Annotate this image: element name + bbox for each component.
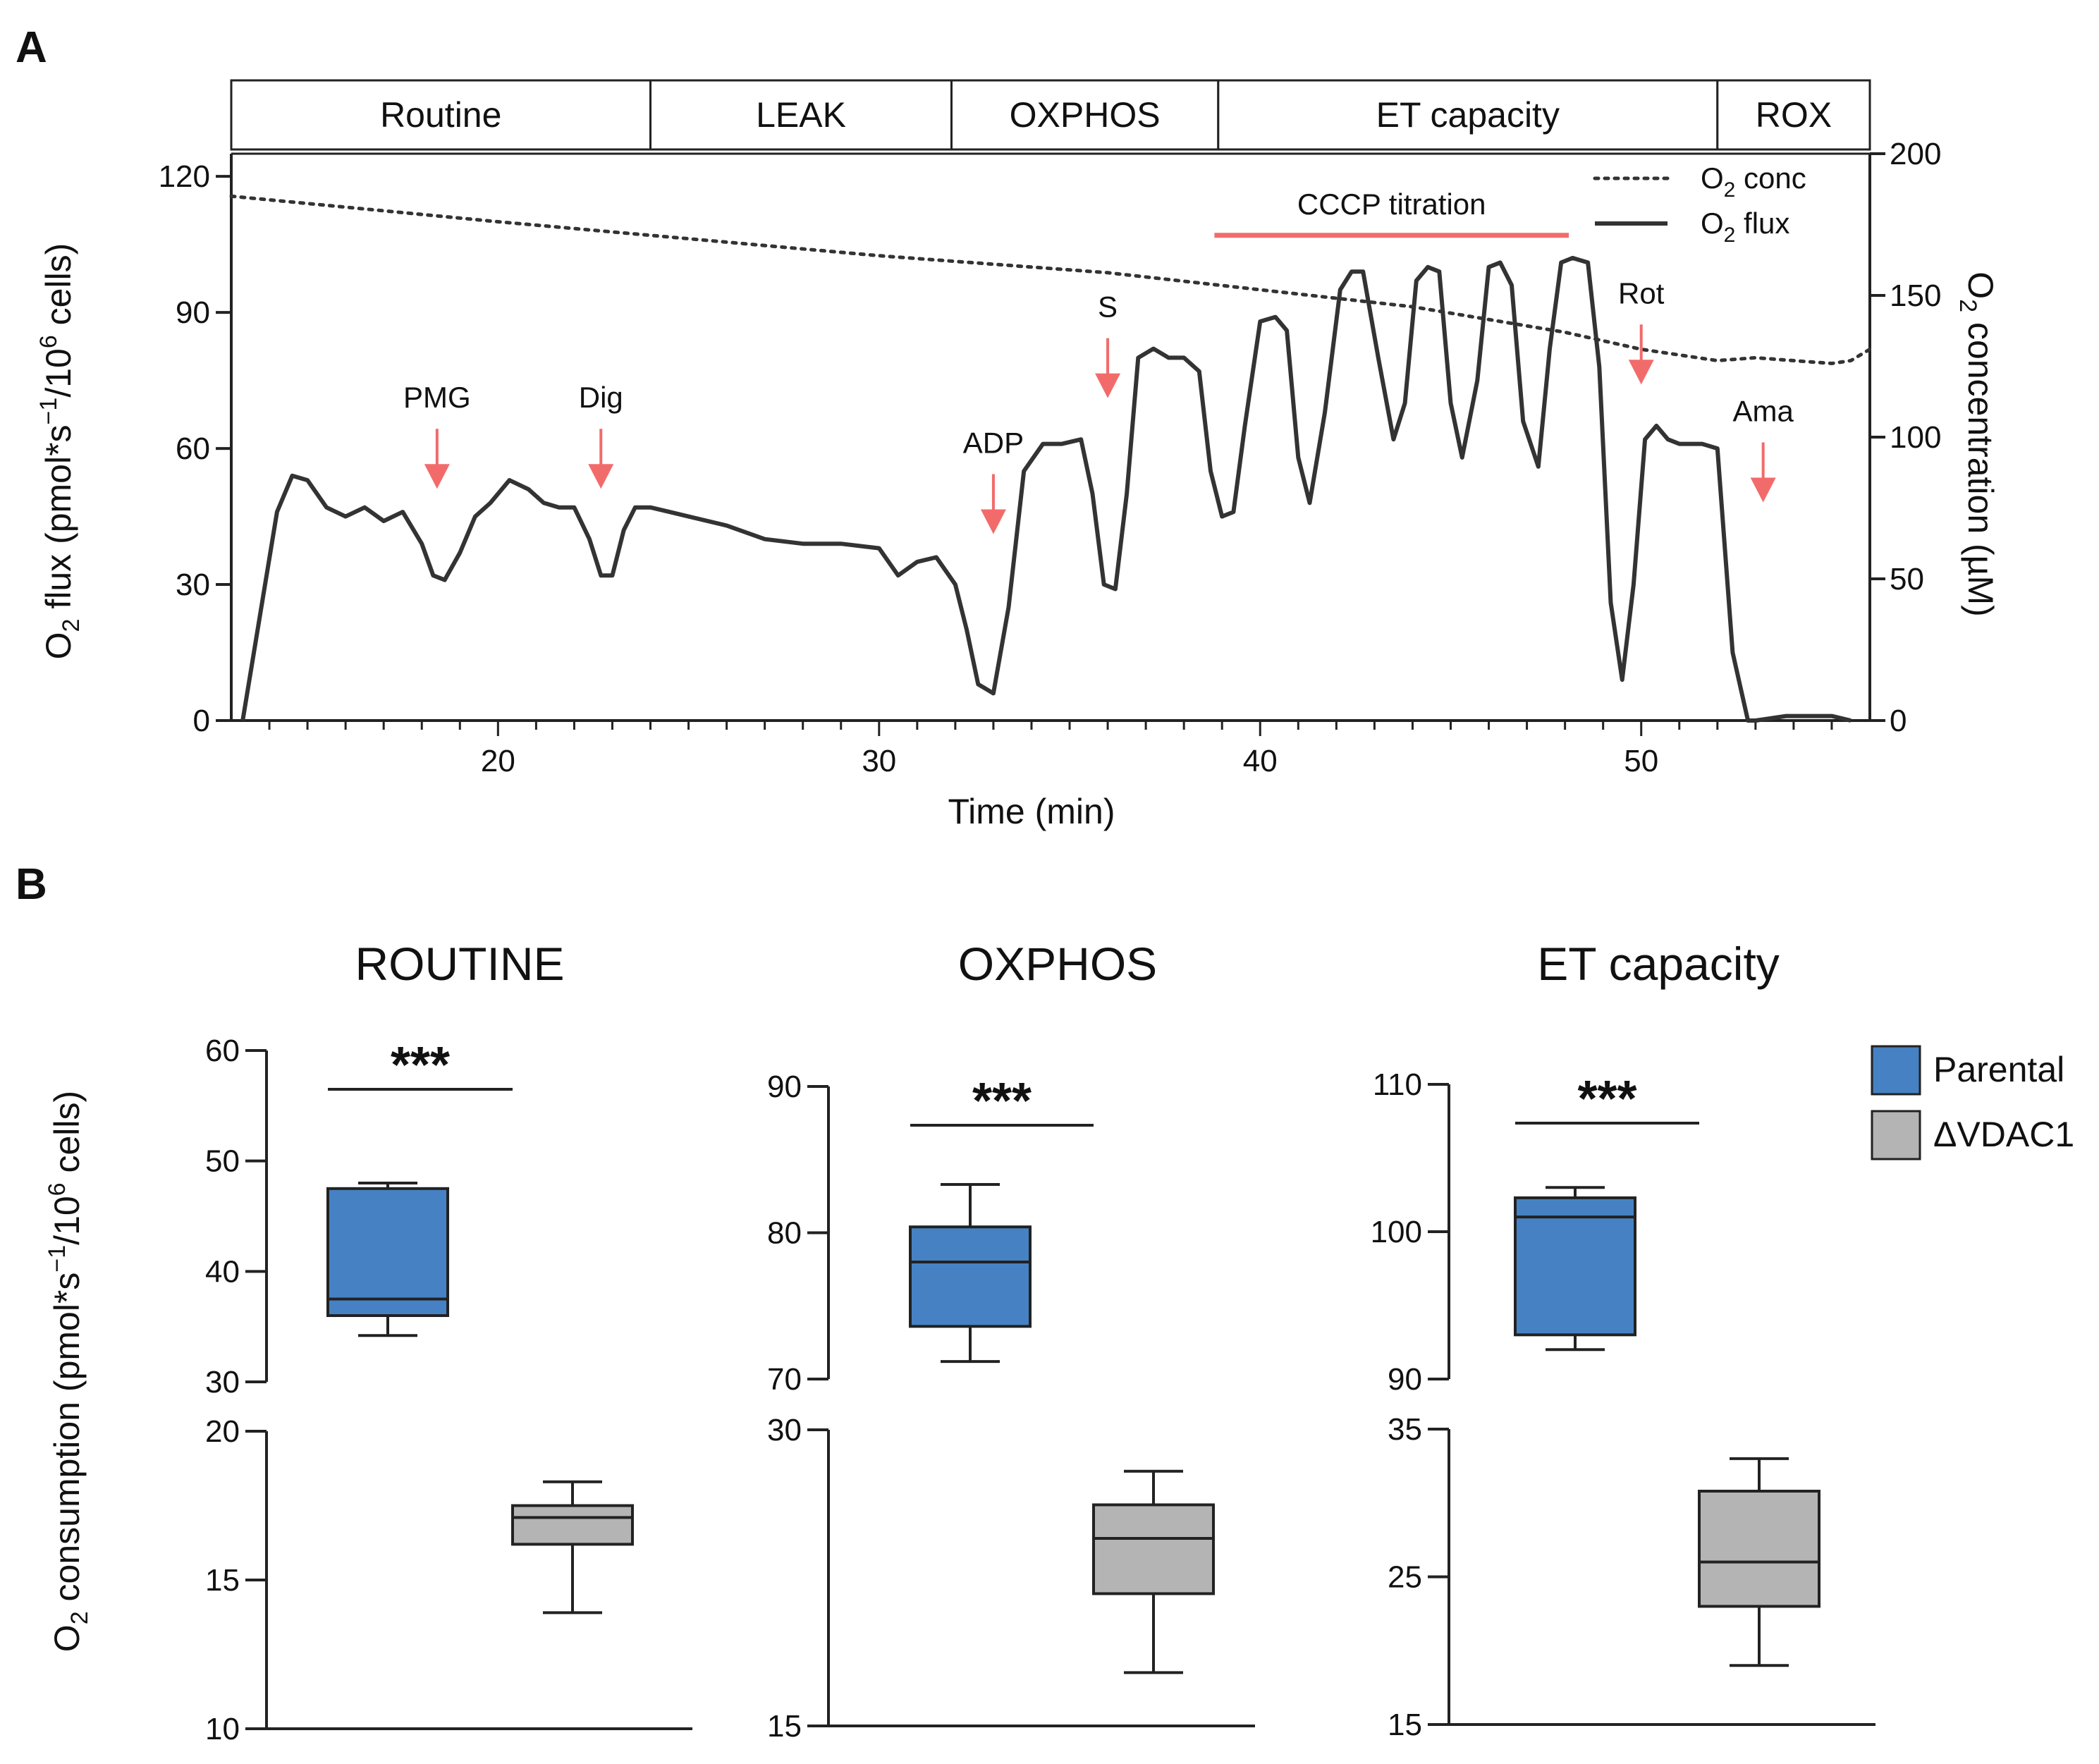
box-plot-title-1: OXPHOS bbox=[958, 938, 1157, 990]
top-tick-label-2-2: 110 bbox=[1373, 1067, 1422, 1102]
x-tick-label-50: 50 bbox=[1624, 744, 1658, 778]
legend-label-1: O2 flux bbox=[1701, 207, 1789, 247]
panel-b-label: B bbox=[16, 860, 47, 909]
y-tick-label-0: 0 bbox=[193, 704, 210, 738]
phase-label-0: Routine bbox=[380, 95, 501, 135]
injection-label-1: Dig bbox=[579, 381, 623, 414]
cccp-titration-label: CCCP titration bbox=[1297, 188, 1486, 221]
box-1-1 bbox=[1092, 1503, 1215, 1595]
injection-label-0: PMG bbox=[403, 381, 471, 414]
legend-label-o-0: O bbox=[1701, 161, 1724, 195]
injection-arrow-head-2 bbox=[980, 509, 1006, 534]
significance-stars-1: *** bbox=[972, 1073, 1032, 1129]
x-tick-label-30: 30 bbox=[862, 744, 896, 778]
phase-box-4 bbox=[1716, 79, 1871, 151]
top-tick-label-0-3: 60 bbox=[205, 1034, 240, 1068]
y-tick-label-120: 120 bbox=[159, 159, 210, 194]
top-tick-label-0-2: 50 bbox=[205, 1144, 240, 1179]
panel-a-label: A bbox=[16, 23, 47, 72]
bottom-tick-label-0-0: 10 bbox=[205, 1712, 240, 1746]
top-tick-label-2-0: 90 bbox=[1388, 1362, 1422, 1397]
x-tick-label-40: 40 bbox=[1243, 744, 1278, 778]
injection-arrow-head-3 bbox=[1095, 373, 1121, 398]
phase-box-0 bbox=[230, 79, 652, 151]
top-tick-label-2-1: 100 bbox=[1371, 1215, 1422, 1249]
x-tick-label-20: 20 bbox=[481, 744, 515, 778]
panel-b-plots: ROUTINE 30 40 50 60 10 15 20 *** OXPHOS 70 80 90 15 30… bbox=[205, 938, 1875, 1746]
legend-label-rest-1: flux bbox=[1735, 207, 1789, 240]
bottom-tick-label-1-1: 30 bbox=[767, 1413, 802, 1447]
y2-tick-label-0: 0 bbox=[1890, 704, 1907, 738]
y2-tick-label-150: 150 bbox=[1890, 278, 1941, 313]
legend-label-0: O2 conc bbox=[1701, 161, 1806, 202]
y-tick-label-60: 60 bbox=[176, 431, 210, 466]
box-0-1 bbox=[511, 1504, 634, 1546]
injection-arrow-head-1 bbox=[588, 464, 614, 489]
injection-label-4: Rot bbox=[1618, 276, 1665, 310]
panel-b-y-axis-title: O2 consumption (pmol*s−1/106 cells) bbox=[44, 1091, 93, 1652]
y2-tick-label-200: 200 bbox=[1890, 137, 1941, 171]
bottom-tick-label-2-2: 35 bbox=[1388, 1412, 1422, 1447]
legend-label-sub-0: 2 bbox=[1724, 178, 1736, 202]
panel-a-axes bbox=[230, 152, 1871, 722]
legend-swatch-0 bbox=[1871, 1045, 1921, 1096]
phase-box-2 bbox=[950, 79, 1220, 151]
phase-box-1 bbox=[649, 79, 953, 151]
y-tick-label-90: 90 bbox=[176, 295, 210, 330]
bottom-tick-label-0-2: 20 bbox=[205, 1414, 240, 1449]
y-axis-title-right: O2 concentration (µM) bbox=[1954, 271, 2000, 617]
panel-a-ticks: 0 30 60 90 120 0 50 100 150 200 20 30 40 50 bbox=[159, 137, 1942, 778]
bottom-tick-label-2-0: 15 bbox=[1388, 1708, 1422, 1742]
box-2-1 bbox=[1698, 1489, 1820, 1608]
injection-label-3: S bbox=[1098, 290, 1118, 324]
legend-label-o-1: O bbox=[1701, 207, 1724, 240]
y2-tick-label-50: 50 bbox=[1890, 562, 1924, 596]
significance-stars-0: *** bbox=[391, 1037, 450, 1094]
panel-b-box-charts: O2 consumption (pmol*s−1/106 cells) ROUT… bbox=[44, 938, 2074, 1746]
panel-a-trace-chart: Routine LEAK OXPHOS ET capacity ROX 0 30 60 90 1… bbox=[35, 79, 2000, 831]
box-plot-title-2: ET capacity bbox=[1537, 938, 1780, 990]
box-2-0 bbox=[1514, 1196, 1636, 1337]
bottom-tick-label-1-0: 15 bbox=[767, 1709, 802, 1744]
top-tick-label-0-0: 30 bbox=[205, 1365, 240, 1399]
y2-tick-label-100: 100 bbox=[1890, 420, 1941, 455]
x-axis-title: Time (min) bbox=[948, 792, 1115, 831]
legend-label-rest-0: conc bbox=[1735, 161, 1806, 195]
injection-arrow-head-4 bbox=[1628, 360, 1654, 385]
phase-label-2: OXPHOS bbox=[1010, 95, 1161, 135]
phase-bar: Routine LEAK OXPHOS ET capacity ROX bbox=[230, 79, 1871, 151]
box-plot-2: ET capacity 90 100 110 15 25 35 *** bbox=[1371, 938, 1875, 1742]
bottom-tick-label-0-1: 15 bbox=[205, 1563, 240, 1598]
o2-flux-line bbox=[240, 255, 1852, 723]
panel-b-legend: Parental ΔVDAC1 bbox=[1871, 1045, 2074, 1160]
box-plot-1: OXPHOS 70 80 90 15 30 *** bbox=[767, 938, 1255, 1744]
significance-stars-2: *** bbox=[1577, 1071, 1636, 1127]
y-axis-title-left: O2 flux (pmol*s−1/106 cells) bbox=[35, 243, 85, 660]
injection-arrow-head-5 bbox=[1750, 477, 1776, 503]
legend-label-b-0: Parental bbox=[1933, 1050, 2064, 1089]
box-0-0 bbox=[326, 1187, 449, 1318]
panel-a-lines bbox=[229, 194, 1872, 723]
phase-label-1: LEAK bbox=[756, 95, 846, 135]
box-plot-0: ROUTINE 30 40 50 60 10 15 20 *** bbox=[205, 938, 692, 1746]
injection-arrow-head-0 bbox=[424, 464, 450, 489]
top-tick-label-1-2: 90 bbox=[767, 1070, 802, 1104]
panel-a-annotations: PMG Dig ADP S Rot Ama CCCP titration bbox=[403, 188, 1794, 534]
box-1-0 bbox=[909, 1225, 1032, 1328]
top-tick-label-1-1: 80 bbox=[767, 1216, 802, 1251]
top-tick-label-1-0: 70 bbox=[767, 1362, 802, 1397]
phase-label-3: ET capacity bbox=[1376, 95, 1560, 135]
phase-label-4: ROX bbox=[1756, 95, 1832, 135]
box-plot-title-0: ROUTINE bbox=[355, 938, 565, 990]
injection-label-2: ADP bbox=[963, 427, 1024, 460]
legend-swatch-1 bbox=[1871, 1110, 1921, 1160]
y-tick-label-30: 30 bbox=[176, 568, 210, 602]
legend-label-sub-1: 2 bbox=[1724, 223, 1736, 247]
injection-label-5: Ama bbox=[1732, 395, 1794, 428]
bottom-tick-label-2-1: 25 bbox=[1388, 1560, 1422, 1595]
top-tick-label-0-1: 40 bbox=[205, 1254, 240, 1289]
legend-label-b-1: ΔVDAC1 bbox=[1933, 1115, 2074, 1154]
